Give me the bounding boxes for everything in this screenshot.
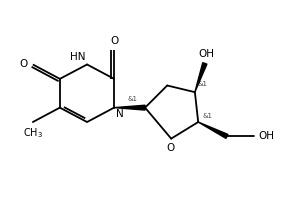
Text: O: O bbox=[20, 59, 28, 69]
Text: OH: OH bbox=[258, 132, 274, 141]
Text: N: N bbox=[116, 109, 123, 119]
Text: &1: &1 bbox=[203, 113, 213, 119]
Text: O: O bbox=[166, 143, 174, 153]
Text: HN: HN bbox=[71, 52, 86, 62]
Text: O: O bbox=[110, 36, 118, 46]
Polygon shape bbox=[198, 122, 228, 138]
Polygon shape bbox=[195, 63, 207, 92]
Text: &1: &1 bbox=[198, 81, 208, 87]
Text: OH: OH bbox=[198, 49, 214, 59]
Text: CH$_3$: CH$_3$ bbox=[23, 126, 43, 140]
Text: &1: &1 bbox=[127, 96, 137, 102]
Polygon shape bbox=[114, 105, 145, 110]
